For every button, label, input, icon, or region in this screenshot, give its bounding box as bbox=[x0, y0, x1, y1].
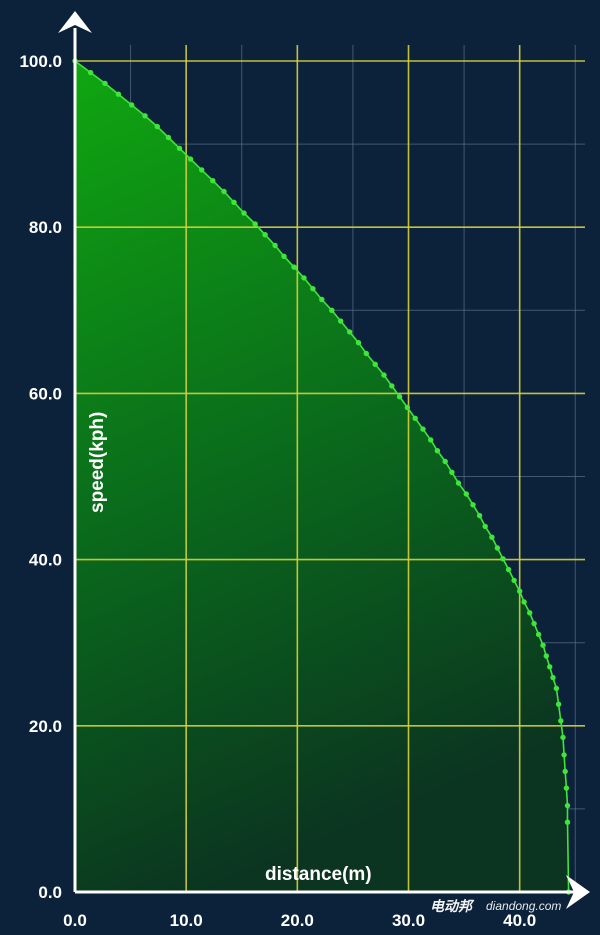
data-point bbox=[535, 631, 542, 638]
major-grid bbox=[75, 45, 585, 892]
area-layer bbox=[75, 49, 569, 892]
data-point bbox=[442, 458, 448, 465]
data-point bbox=[252, 221, 258, 227]
x-axis-arrow bbox=[566, 875, 590, 909]
y-axis-arrow bbox=[58, 11, 92, 33]
data-point bbox=[404, 404, 411, 411]
data-point bbox=[187, 156, 194, 162]
speed-area-fill bbox=[75, 49, 569, 892]
y-tick-label: 60.0 bbox=[29, 384, 62, 403]
data-point bbox=[531, 620, 537, 627]
data-point bbox=[142, 113, 148, 119]
data-point bbox=[428, 437, 434, 443]
data-point bbox=[176, 145, 183, 151]
data-point bbox=[389, 383, 395, 389]
data-point bbox=[562, 768, 568, 775]
data-point bbox=[310, 286, 316, 292]
x-axis-title: distance(m) bbox=[265, 864, 372, 885]
data-point bbox=[555, 701, 562, 707]
data-point bbox=[455, 480, 462, 486]
data-point bbox=[210, 178, 216, 184]
x-tick-label: 40.0 bbox=[503, 911, 536, 930]
data-point bbox=[521, 599, 527, 605]
data-point bbox=[489, 534, 495, 540]
x-tick-label: 20.0 bbox=[281, 911, 314, 930]
data-point bbox=[154, 123, 160, 130]
axes-layer bbox=[58, 11, 590, 909]
y-tick-label: 0.0 bbox=[38, 883, 62, 902]
x-tick-label: 30.0 bbox=[392, 911, 425, 930]
data-point bbox=[561, 752, 567, 758]
data-point bbox=[346, 329, 353, 335]
data-point bbox=[563, 785, 570, 791]
data-point bbox=[262, 232, 268, 238]
data-point bbox=[476, 512, 483, 519]
data-point bbox=[241, 210, 247, 216]
data-point bbox=[463, 491, 469, 497]
data-point bbox=[564, 819, 571, 825]
data-point bbox=[291, 264, 297, 270]
watermark: 电动邦 diandong.com bbox=[430, 898, 561, 914]
y-tick-label: 20.0 bbox=[29, 717, 62, 736]
data-point bbox=[281, 253, 287, 259]
data-point bbox=[129, 102, 135, 108]
data-point bbox=[338, 318, 344, 324]
tick-labels: 0.0 10.0 20.0 30.0 40.0 0.0 20.0 40.0 60.0 80.0 10… bbox=[19, 52, 536, 930]
x-tick-label: 10.0 bbox=[170, 911, 203, 930]
data-point bbox=[381, 372, 387, 378]
data-point bbox=[420, 426, 426, 432]
data-point bbox=[560, 734, 566, 741]
data-point bbox=[449, 469, 455, 475]
data-point bbox=[372, 361, 378, 367]
data-point bbox=[540, 642, 546, 648]
data-point bbox=[412, 415, 418, 421]
data-point bbox=[564, 802, 571, 809]
y-tick-label: 40.0 bbox=[29, 551, 62, 570]
data-point bbox=[517, 588, 523, 594]
watermark-brand: 电动邦 bbox=[430, 898, 475, 914]
data-point bbox=[115, 91, 122, 97]
data-point bbox=[355, 340, 362, 346]
data-point bbox=[505, 566, 512, 573]
data-point bbox=[470, 502, 476, 508]
data-point bbox=[319, 296, 325, 303]
data-point bbox=[482, 523, 488, 530]
data-point bbox=[165, 134, 172, 141]
data-point bbox=[363, 350, 369, 357]
data-point bbox=[558, 718, 564, 724]
data-point bbox=[511, 577, 517, 584]
data-point bbox=[87, 69, 94, 76]
y-axis-title: speed(kph) bbox=[87, 412, 108, 513]
data-point bbox=[272, 242, 278, 249]
data-point bbox=[102, 80, 108, 87]
data-point bbox=[199, 167, 205, 173]
data-point bbox=[550, 674, 556, 681]
data-point bbox=[396, 394, 403, 400]
x-tick-label: 0.0 bbox=[63, 911, 87, 930]
data-point bbox=[500, 556, 506, 562]
data-point bbox=[434, 448, 441, 454]
data-point bbox=[543, 653, 549, 659]
data-point bbox=[553, 685, 560, 692]
data-point bbox=[231, 199, 237, 205]
data-point bbox=[329, 307, 335, 313]
data-point bbox=[527, 610, 533, 616]
data-point bbox=[221, 188, 227, 195]
watermark-site: diandong.com bbox=[486, 899, 561, 913]
data-point bbox=[547, 664, 553, 670]
data-point bbox=[301, 275, 307, 281]
y-tick-label: 80.0 bbox=[29, 218, 62, 237]
data-point bbox=[494, 545, 501, 551]
y-tick-label: 100.0 bbox=[19, 52, 62, 71]
points-layer bbox=[72, 58, 572, 895]
